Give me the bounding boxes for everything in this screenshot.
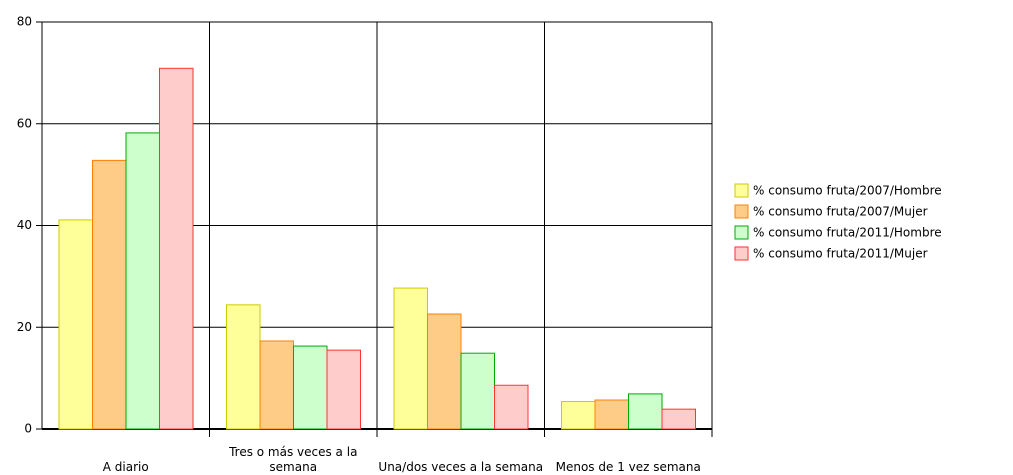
y-tick-label: 80 — [17, 15, 32, 29]
y-tick-label: 0 — [24, 422, 32, 436]
bar — [460, 352, 495, 430]
bar — [293, 345, 328, 430]
bar — [661, 408, 696, 430]
legend-swatch — [734, 225, 749, 240]
bar — [226, 304, 261, 430]
bar — [628, 393, 663, 430]
bar — [92, 159, 127, 430]
x-tick-label: Menos de 1 vez semana — [555, 460, 701, 474]
bar — [494, 384, 529, 430]
bar — [58, 219, 93, 430]
legend-swatch — [734, 183, 749, 198]
bar — [393, 287, 428, 430]
bar — [125, 132, 160, 430]
legend-label: % consumo fruta/2007/Hombre — [753, 184, 942, 198]
y-tick-label: 60 — [17, 116, 32, 130]
legend-label: % consumo fruta/2007/Mujer — [753, 205, 928, 219]
legend-label: % consumo fruta/2011/Mujer — [753, 247, 928, 261]
x-tick-label: A diario — [102, 460, 149, 474]
legend-swatch — [734, 246, 749, 261]
x-tick-label: Tres o más veces a la semana — [229, 445, 358, 474]
bar — [427, 313, 462, 430]
bar — [259, 340, 294, 430]
x-tick-label: Una/dos veces a la semana — [378, 460, 544, 474]
y-tick-label: 40 — [17, 218, 32, 232]
bar — [561, 401, 596, 430]
bar — [326, 349, 361, 430]
legend-swatch — [734, 204, 749, 219]
bar — [159, 67, 194, 430]
y-tick-label: 20 — [17, 320, 32, 334]
legend-label: % consumo fruta/2011/Hombre — [753, 226, 942, 240]
bar — [594, 399, 629, 430]
